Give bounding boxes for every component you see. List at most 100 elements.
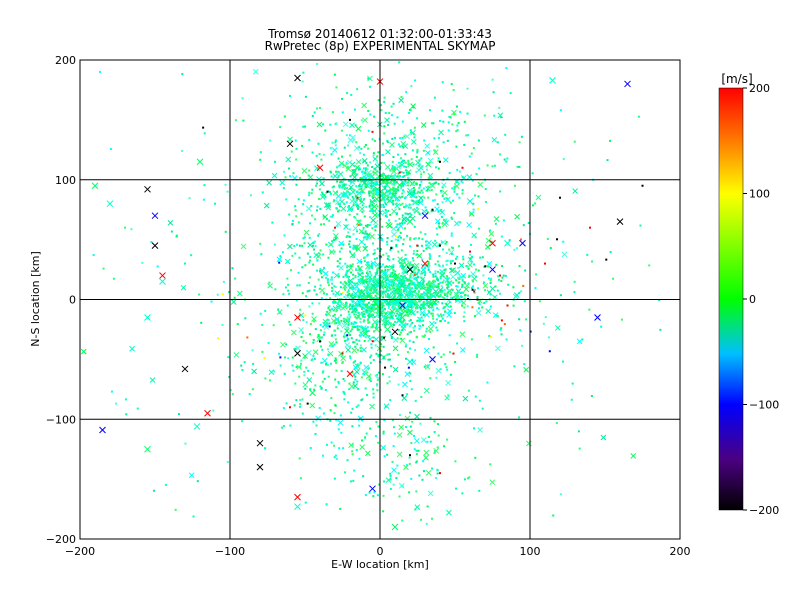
data-point-dot: [329, 191, 332, 194]
data-point-dot: [379, 328, 382, 331]
data-point-dot: [364, 143, 367, 146]
data-point-dot: [418, 159, 421, 162]
data-point-cross: [446, 312, 452, 318]
data-point-dot: [358, 328, 361, 331]
data-point-dot: [387, 305, 390, 308]
data-point-dot: [371, 279, 374, 282]
data-point-dot: [398, 208, 401, 211]
data-point-cross: [406, 266, 414, 273]
data-point-dot: [408, 456, 411, 459]
data-point-dot: [301, 398, 304, 401]
data-point-dot: [323, 194, 326, 197]
data-point-dot: [390, 114, 393, 117]
data-point-dot: [387, 316, 390, 319]
data-point-cross: [372, 212, 378, 219]
data-point-dot: [356, 282, 359, 285]
data-point-dot: [387, 255, 390, 258]
data-point-dot: [378, 307, 381, 310]
data-point-cross: [319, 287, 325, 294]
data-point-dot: [358, 334, 361, 337]
data-point-cross: [356, 258, 363, 265]
data-point-dot: [466, 477, 469, 480]
data-point-dot: [391, 314, 394, 317]
data-point-cross: [159, 278, 166, 285]
data-point-dot: [394, 219, 397, 222]
data-point-cross: [404, 371, 411, 377]
data-point-dot: [433, 137, 436, 140]
data-point-dot: [343, 379, 346, 382]
data-point-dot: [441, 241, 444, 244]
data-point-dot: [415, 155, 418, 158]
data-point-dot: [464, 282, 467, 285]
data-point-cross: [420, 263, 427, 270]
data-point-cross: [361, 369, 368, 375]
data-point-cross: [279, 179, 285, 186]
data-point-dot: [444, 319, 447, 322]
data-point-dot: [436, 329, 439, 332]
data-point-dot: [348, 192, 351, 195]
data-point-dot: [472, 427, 475, 430]
data-point-dot: [393, 308, 396, 311]
data-point-dot: [401, 222, 404, 225]
data-point-dot: [442, 120, 445, 123]
data-point-dot: [581, 338, 584, 341]
data-point-dot: [377, 425, 380, 428]
data-point-dot: [518, 318, 521, 321]
data-point-dot: [403, 307, 406, 310]
data-point-cross: [406, 358, 414, 366]
data-point-dot: [399, 164, 402, 167]
data-point-dot: [407, 176, 410, 179]
data-point-dot: [450, 232, 453, 235]
data-point-dot: [412, 341, 415, 344]
data-point-dot: [367, 261, 370, 264]
data-point-dot: [401, 321, 404, 324]
data-point-cross: [497, 112, 504, 119]
data-point-dot: [383, 186, 386, 189]
data-point-cross: [319, 180, 325, 187]
data-point-dot: [486, 164, 489, 167]
data-point-dot: [407, 285, 410, 288]
data-point-cross: [295, 345, 301, 352]
data-point-dot: [380, 265, 383, 268]
data-point-dot: [355, 267, 358, 270]
data-point-dot: [316, 62, 319, 65]
data-point-dot: [399, 316, 402, 319]
data-point-dot: [240, 364, 243, 367]
data-point-dot: [370, 343, 373, 346]
data-point-dot: [435, 181, 438, 184]
data-point-dot: [416, 117, 419, 120]
data-point-dot: [304, 314, 307, 317]
data-point-dot: [380, 104, 383, 107]
data-point-dot: [351, 328, 354, 331]
data-point-dot: [438, 225, 441, 228]
data-point-dot: [434, 272, 437, 275]
data-point-dot: [392, 102, 395, 105]
data-point-dot: [434, 199, 437, 202]
data-point-dot: [365, 309, 368, 312]
data-point-dot: [513, 248, 516, 251]
data-point-dot: [380, 354, 383, 357]
data-point-dot: [463, 297, 466, 300]
data-point-cross: [340, 192, 347, 198]
data-point-dot: [369, 427, 372, 430]
data-point-dot: [360, 185, 363, 188]
data-point-dot: [440, 356, 443, 359]
data-point-dot: [391, 316, 394, 319]
data-point-dot: [489, 305, 492, 308]
data-point-dot: [371, 195, 374, 198]
data-point-dot: [325, 503, 328, 506]
data-point-dot: [383, 100, 386, 103]
data-point-dot: [427, 196, 430, 199]
data-point-dot: [364, 493, 367, 496]
data-point-dot: [436, 313, 439, 316]
data-point-dot: [393, 179, 396, 182]
data-point-dot: [283, 234, 286, 237]
data-point-dot: [408, 263, 411, 266]
data-point-dot: [392, 281, 395, 284]
data-point-dot: [281, 426, 284, 429]
data-point-dot: [377, 267, 380, 270]
data-point-cross: [385, 477, 392, 483]
data-point-dot: [346, 270, 349, 273]
data-point-dot: [355, 309, 358, 312]
data-point-dot: [403, 279, 406, 282]
